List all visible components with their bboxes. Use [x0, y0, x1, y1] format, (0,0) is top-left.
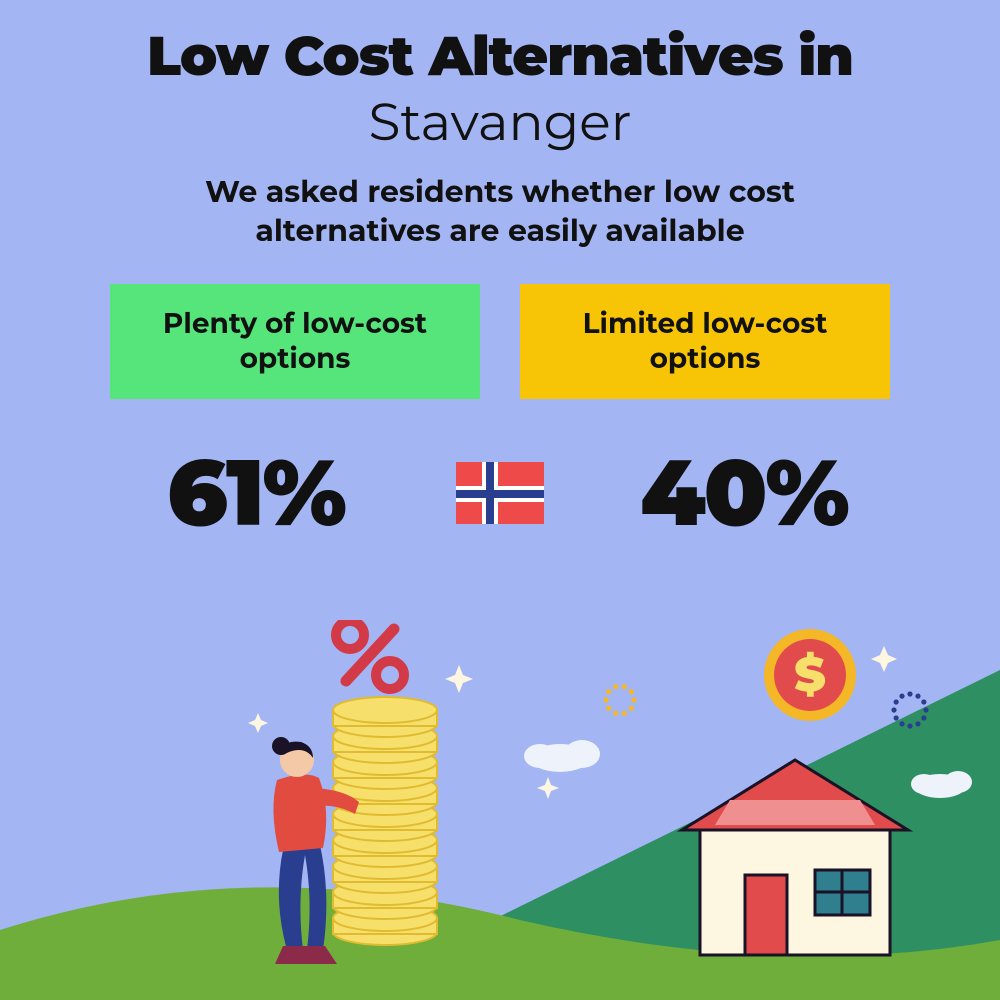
- title-block: Low Cost Alternatives in Stavanger: [0, 0, 1000, 154]
- dollar-coin-icon: $: [764, 629, 856, 721]
- coin-stack-icon: [333, 697, 437, 945]
- infographic-canvas: Low Cost Alternatives in Stavanger We as…: [0, 0, 1000, 1000]
- title-city: Stavanger: [0, 91, 1000, 154]
- norway-flag-icon: [456, 462, 544, 524]
- option-label-limited: Limited low-cost options: [550, 307, 860, 377]
- decorative-illustration: $: [0, 620, 1000, 1000]
- option-boxes: Plenty of low-cost options Limited low-c…: [0, 284, 1000, 399]
- percent-icon: [336, 621, 404, 689]
- stat-value-plenty: 61%: [96, 437, 416, 549]
- stats-row: 61% 40%: [0, 437, 1000, 549]
- subtitle-text: We asked residents whether low cost alte…: [110, 172, 890, 250]
- svg-text:$: $: [794, 646, 826, 704]
- title-main: Low Cost Alternatives in: [0, 22, 1000, 89]
- option-box-plenty: Plenty of low-cost options: [110, 284, 480, 399]
- option-box-limited: Limited low-cost options: [520, 284, 890, 399]
- option-label-plenty: Plenty of low-cost options: [140, 307, 450, 377]
- stat-value-limited: 40%: [584, 437, 904, 549]
